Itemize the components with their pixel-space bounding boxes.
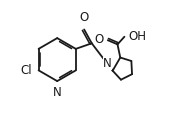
Text: O: O <box>80 11 89 24</box>
Text: N: N <box>103 57 112 70</box>
Text: Cl: Cl <box>20 64 32 77</box>
Text: OH: OH <box>128 30 146 43</box>
Text: O: O <box>95 33 104 46</box>
Text: N: N <box>53 86 62 99</box>
